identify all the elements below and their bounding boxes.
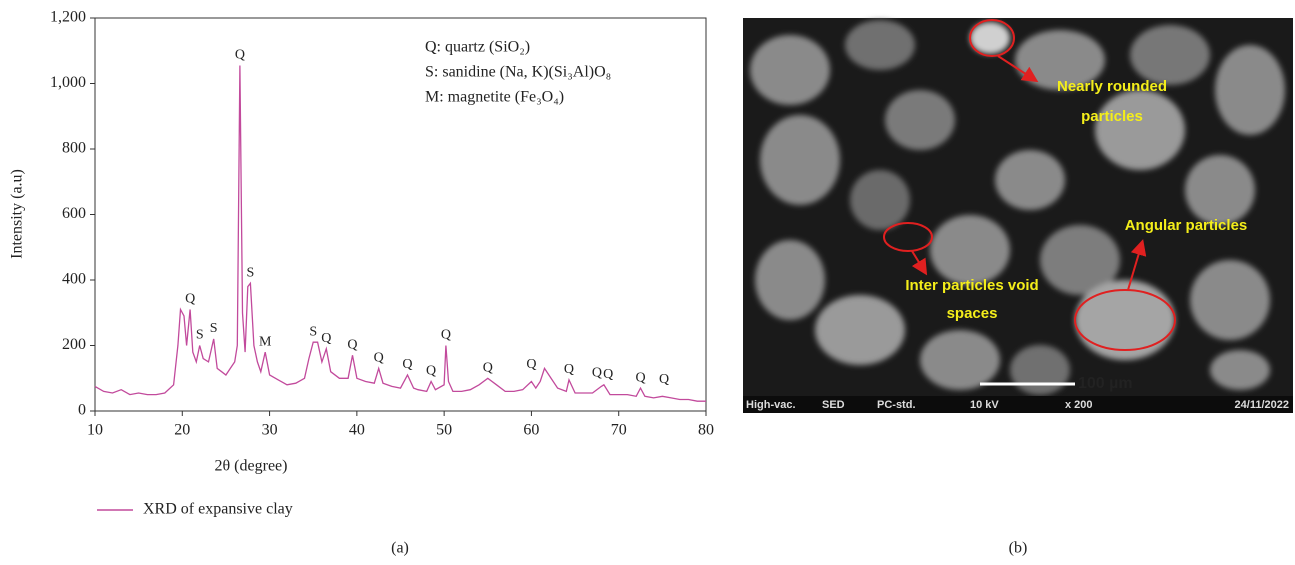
figure: 2θ (degree) Intensity (a.u) (a) (b) <box>0 0 1295 565</box>
peak-label: Q <box>321 331 331 346</box>
legend-note: S: sanidine (Na, K)(Si₃Al)O₈ <box>425 64 611 81</box>
peak-label: S <box>210 321 218 336</box>
peak-label: S <box>196 328 204 343</box>
y-tick-label: 600 <box>62 205 86 222</box>
panel-label: (a) <box>391 540 409 557</box>
sem-label: spaces <box>947 305 998 322</box>
peak-label: Q <box>235 48 245 63</box>
y-tick-label: 0 <box>78 402 86 419</box>
sem-label: Inter particles void <box>905 277 1038 294</box>
peak-label: Q <box>603 367 613 382</box>
peak-label: Q <box>592 365 602 380</box>
sem-label: Angular particles <box>1125 217 1248 234</box>
x-tick-label: 40 <box>349 422 365 439</box>
sem-footer: 10 kV <box>970 399 999 411</box>
peak-label: S <box>246 265 254 280</box>
sem-footer: 24/11/2022 <box>1235 399 1289 411</box>
peak-label: Q <box>402 357 412 372</box>
plot-frame <box>95 18 706 411</box>
x-tick-label: 30 <box>262 422 278 439</box>
x-tick-label: 10 <box>87 422 103 439</box>
peak-label: Q <box>374 351 384 366</box>
y-axis-label: Intensity (a.u) <box>9 169 26 259</box>
x-tick-label: 60 <box>523 422 539 439</box>
legend-label: XRD of expansive clay <box>143 501 293 518</box>
x-tick-label: 80 <box>698 422 714 439</box>
sem-label: Nearly rounded <box>1057 78 1167 95</box>
sem-footer: x 200 <box>1065 399 1093 411</box>
peak-label: Q <box>347 338 357 353</box>
legend-note: Q: quartz (SiO₂) <box>425 39 530 56</box>
sem-image <box>743 18 1293 413</box>
peak-label: S <box>309 324 317 339</box>
y-tick-label: 800 <box>62 140 86 157</box>
peak-label: Q <box>483 360 493 375</box>
peak-label: Q <box>185 292 195 307</box>
sem-footer: SED <box>822 399 845 411</box>
scale-bar-label: 100 µm <box>1078 375 1133 392</box>
y-tick-label: 400 <box>62 271 86 288</box>
peak-label: M <box>259 334 272 349</box>
y-tick-label: 1,200 <box>50 9 86 26</box>
data-line <box>95 66 706 402</box>
peak-label: Q <box>426 364 436 379</box>
x-axis-label: 2θ (degree) <box>215 458 288 475</box>
peak-label: Q <box>564 362 574 377</box>
sem-label: particles <box>1081 108 1143 125</box>
peak-label: Q <box>659 372 669 387</box>
x-tick-label: 50 <box>436 422 452 439</box>
peak-label: Q <box>635 370 645 385</box>
panel-label: (b) <box>1009 540 1028 557</box>
sem-footer: PC-std. <box>877 399 916 411</box>
legend-note: M: magnetite (Fe₃O₄) <box>425 89 564 106</box>
x-tick-label: 70 <box>611 422 627 439</box>
peak-label: Q <box>526 357 536 372</box>
peak-label: Q <box>441 328 451 343</box>
y-tick-label: 1,000 <box>50 74 86 91</box>
x-tick-label: 20 <box>174 422 190 439</box>
sem-footer: High-vac. <box>746 399 796 411</box>
y-tick-label: 200 <box>62 336 86 353</box>
